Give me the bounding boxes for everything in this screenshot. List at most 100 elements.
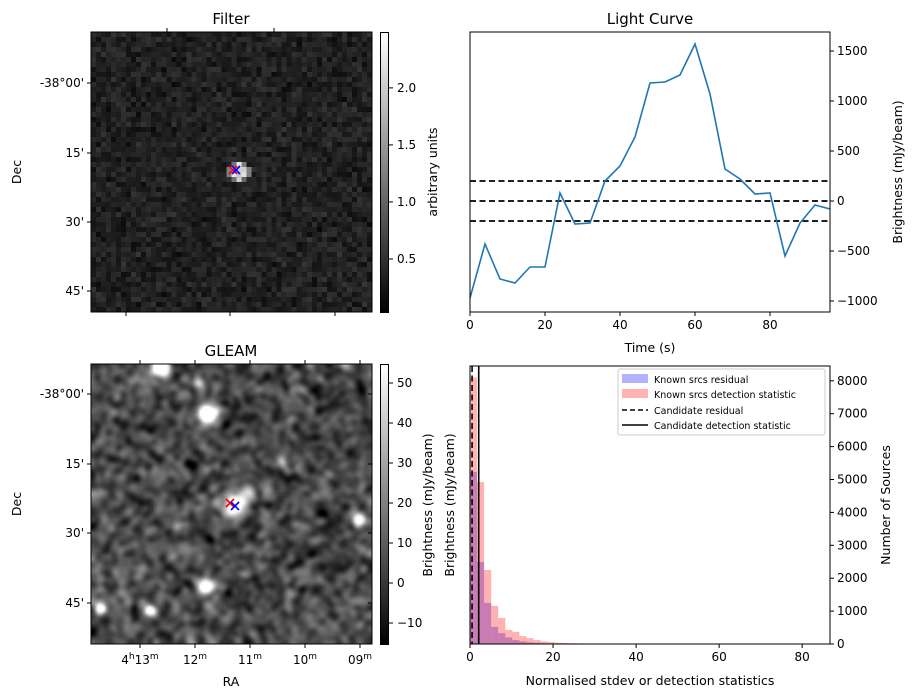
y-tick-label: 5000	[837, 473, 868, 487]
dec-tick-label: 30'	[65, 215, 84, 229]
legend-label-detection: Known srcs detection statistic	[654, 390, 796, 401]
detection-bar	[477, 482, 485, 644]
y-tick-label: −1000	[837, 294, 878, 308]
detection-bar	[498, 618, 506, 644]
filter-image	[91, 32, 372, 312]
y-tick-label: 8000	[837, 374, 868, 388]
gleam-xlabel: RA	[223, 674, 240, 689]
hist-ylabel-left: Brightness (mJy/beam)	[442, 433, 457, 576]
dec-tick-label: 15'	[65, 146, 84, 160]
x-tick-label: 80	[762, 318, 777, 332]
filter-colorbar-tick-label: 0.5	[397, 252, 416, 266]
dec-tick-label: 15'	[65, 457, 84, 471]
detection-bar	[470, 377, 478, 644]
lightcurve-ylabel: Brightness (mJy/beam)	[890, 100, 905, 243]
filter-colorbar-tick-label: 1.5	[397, 138, 416, 152]
gleam-colorbar-tick-label: 30	[397, 456, 412, 470]
gleam-colorbar-tick-label: 20	[397, 496, 412, 510]
x-tick-label: 0	[466, 650, 474, 664]
y-tick-label: 1500	[837, 44, 868, 58]
hist-xlabel: Normalised stdev or detection statistics	[526, 673, 775, 688]
detection-bar	[547, 642, 555, 644]
y-tick-label: 1000	[837, 94, 868, 108]
x-tick-label: 80	[795, 650, 810, 664]
residual-bar	[512, 640, 520, 644]
x-tick-label: 40	[628, 650, 643, 664]
gleam-ylabel: Dec	[9, 492, 24, 516]
y-tick-label: 0	[837, 637, 845, 651]
x-tick-label: 40	[612, 318, 627, 332]
ra-tick-label: 09m	[348, 652, 372, 667]
legend-label-candidate-residual: Candidate residual	[654, 406, 743, 417]
legend-label-residual: Known srcs residual	[654, 375, 748, 386]
ra-tick-label: 11m	[238, 652, 262, 667]
legend-swatch-residual	[622, 374, 648, 383]
residual-bar	[526, 642, 534, 644]
filter-colorbar-tick-label: 2.0	[397, 81, 416, 95]
y-tick-label: 0	[837, 194, 845, 208]
residual-bar	[484, 602, 492, 644]
residual-bar	[491, 626, 499, 644]
filter-colorbar-tick-label: 1.0	[397, 195, 416, 209]
residual-bar	[519, 641, 527, 644]
lightcurve-xlabel: Time (s)	[624, 340, 676, 355]
gleam-colorbar-label: Brightness (mJy/beam)	[420, 433, 435, 576]
detection-bar	[526, 638, 534, 644]
gleam-colorbar-tick-label: −10	[397, 616, 422, 630]
filter-ylabel: Dec	[9, 160, 24, 184]
lightcurve-title: Light Curve	[607, 10, 693, 28]
x-tick-label: 20	[537, 318, 552, 332]
detection-bar	[519, 636, 527, 644]
detection-bar	[505, 629, 513, 644]
y-tick-label: 4000	[837, 505, 868, 519]
residual-bar	[498, 633, 506, 644]
x-tick-label: 20	[545, 650, 560, 664]
y-tick-label: 1000	[837, 604, 868, 618]
x-tick-label: 60	[711, 650, 726, 664]
gleam-image	[91, 364, 372, 644]
hist-legend: Known srcs residual Known srcs detection…	[617, 368, 826, 436]
dec-tick-label: 45'	[65, 596, 84, 610]
filter-title: Filter	[212, 10, 250, 28]
detection-bar	[484, 569, 492, 644]
filter-colorbar	[380, 32, 389, 313]
detection-bar	[491, 605, 499, 644]
ra-tick-label: 4h13m	[121, 652, 158, 667]
y-tick-label: 2000	[837, 571, 868, 585]
y-tick-label: 3000	[837, 538, 868, 552]
x-tick-label: 0	[466, 318, 474, 332]
x-tick-label: 60	[687, 318, 702, 332]
dec-tick-label: 45'	[65, 284, 84, 298]
gleam-colorbar-tick-label: 50	[397, 376, 412, 390]
dec-tick-label: 30'	[65, 526, 84, 540]
residual-bar	[505, 637, 513, 644]
detection-bar	[554, 642, 562, 644]
y-tick-label: 500	[837, 144, 860, 158]
ra-tick-label: 10m	[293, 652, 317, 667]
hist-ylabel-right: Number of Sources	[878, 445, 893, 565]
residual-bar	[533, 642, 541, 644]
residual-bar	[470, 471, 478, 644]
filter-colorbar-label: arbitrary units	[425, 127, 440, 216]
legend-swatch-detection	[622, 389, 648, 398]
lightcurve-line	[469, 41, 831, 299]
legend-label-candidate-detection: Candidate detection statistic	[654, 421, 791, 432]
detection-bar	[512, 631, 520, 644]
gleam-colorbar	[380, 364, 389, 645]
y-tick-label: 6000	[837, 440, 868, 454]
ra-tick-label: 12m	[183, 652, 207, 667]
gleam-colorbar-tick-label: 10	[397, 536, 412, 550]
detection-bar	[540, 641, 548, 644]
gleam-title: GLEAM	[205, 342, 258, 360]
detection-bar	[533, 640, 541, 644]
y-tick-label: 7000	[837, 407, 868, 421]
hist-frame	[469, 365, 831, 645]
dec-tick-label: -38°00'	[40, 76, 84, 90]
residual-bar	[477, 562, 485, 644]
gleam-colorbar-tick-label: 40	[397, 416, 412, 430]
y-tick-label: −500	[837, 244, 870, 258]
gleam-colorbar-tick-label: 0	[397, 576, 405, 590]
dec-tick-label: -38°00'	[40, 387, 84, 401]
